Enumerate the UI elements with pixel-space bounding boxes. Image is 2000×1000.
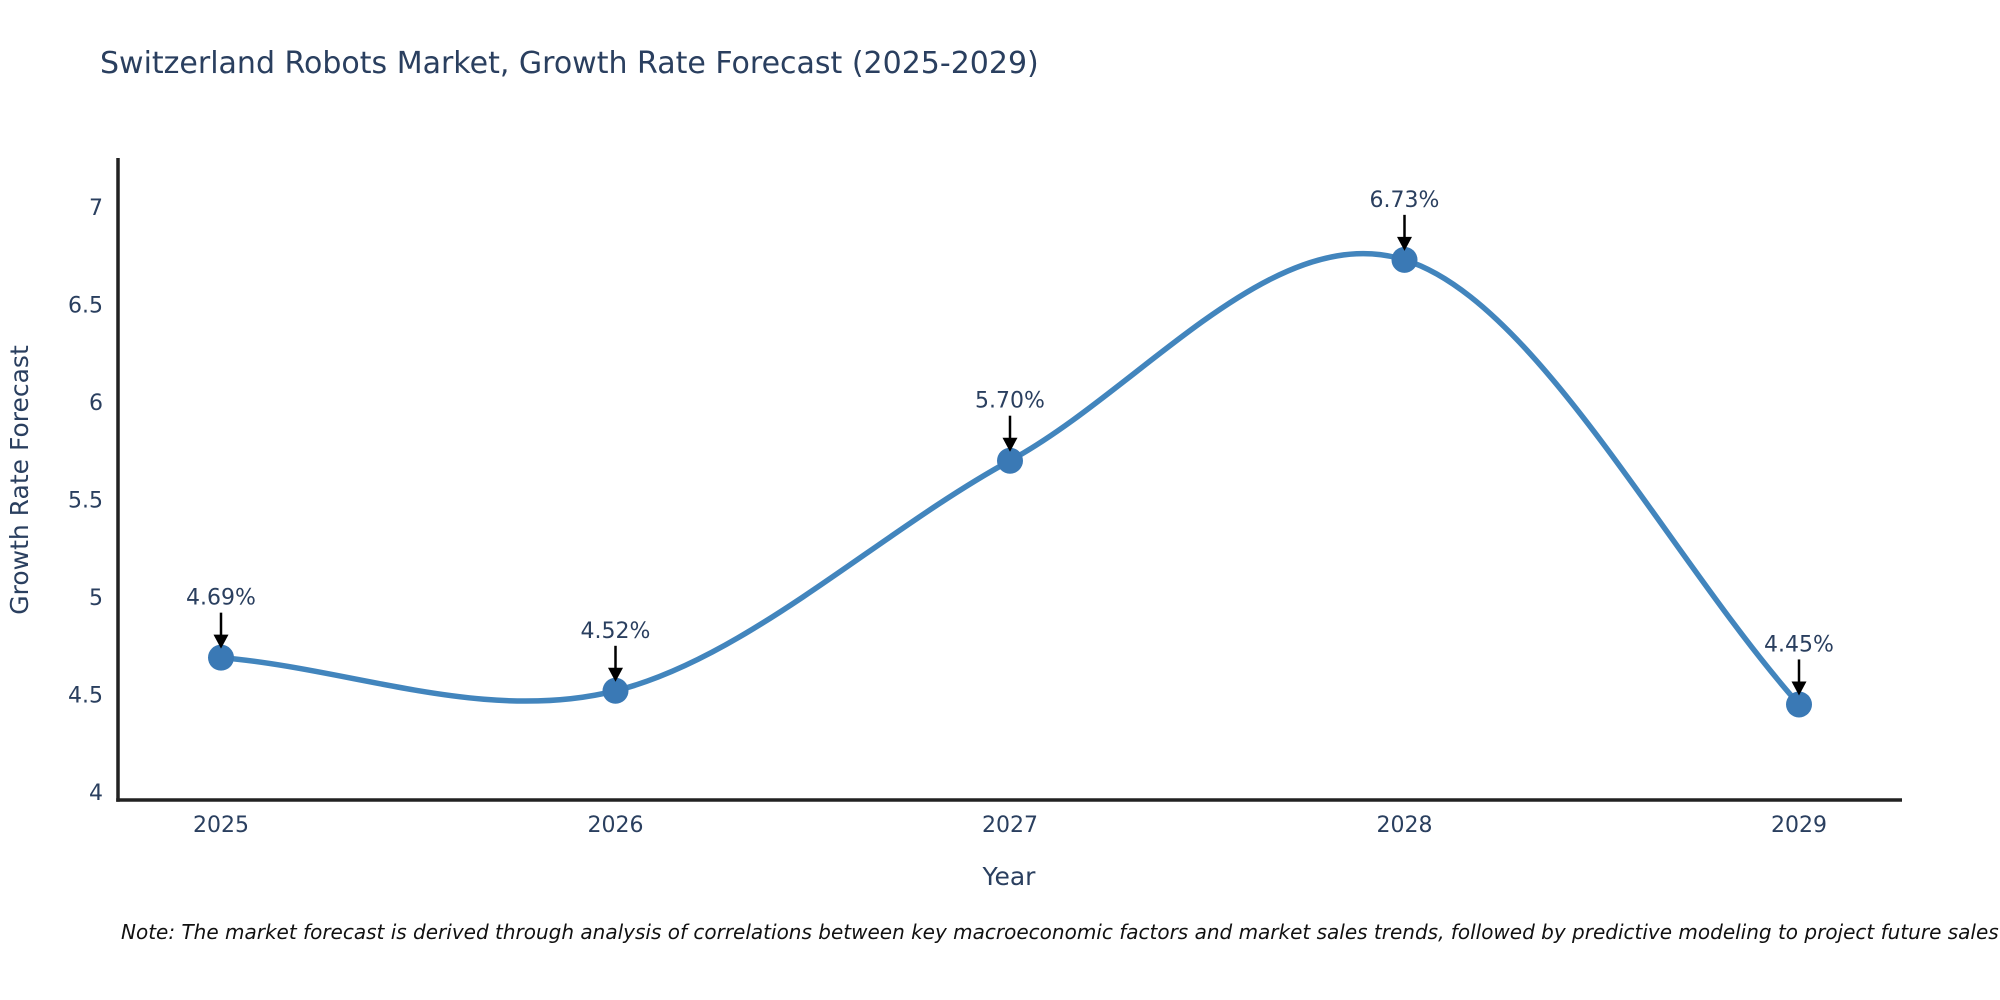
x-tick-label: 2025 [193, 813, 249, 838]
point-value-label: 4.69% [186, 586, 256, 611]
y-tick-label: 5.5 [68, 489, 103, 514]
y-tick-label: 4.5 [68, 684, 103, 709]
annotation-arrowhead-icon [1397, 236, 1412, 251]
y-axis-title: Growth Rate Forecast [5, 345, 34, 615]
data-point-marker [997, 447, 1023, 474]
annotation-arrowhead-icon [213, 634, 229, 649]
x-tick-label: 2026 [588, 813, 644, 838]
point-annotations: 4.69% 4.52% 5.70% 6.73% 4.45% [186, 188, 1834, 696]
x-tick-label: 2029 [1771, 813, 1827, 838]
data-point-marker [208, 644, 234, 671]
y-tick-label: 6 [89, 391, 103, 416]
y-tick-labels: 4 4.5 5 5.5 6 6.5 7 [68, 196, 103, 806]
annotation-arrowhead-icon [1791, 681, 1807, 696]
point-value-label: 4.52% [581, 619, 651, 644]
point-value-label: 5.70% [975, 389, 1045, 414]
point-value-label: 4.45% [1764, 632, 1834, 657]
y-tick-label: 5 [89, 586, 103, 611]
x-axis-title: Year [982, 862, 1037, 891]
data-point-marker [602, 677, 629, 704]
footnote: Note: The market forecast is derived thr… [121, 920, 1999, 944]
x-tick-label: 2027 [982, 813, 1038, 838]
line-series [218, 251, 1802, 708]
annotation-arrowhead-icon [608, 667, 623, 682]
data-point-marker [1786, 691, 1812, 718]
chart-title: Switzerland Robots Market, Growth Rate F… [100, 46, 1039, 81]
data-point-markers [208, 246, 1812, 718]
data-point-marker [1391, 246, 1418, 273]
point-value-label: 6.73% [1370, 188, 1440, 213]
y-tick-label: 7 [89, 196, 103, 221]
y-tick-label: 6.5 [68, 294, 103, 319]
x-tick-labels: 2025 2026 2027 2028 2029 [193, 813, 1827, 838]
x-tick-label: 2028 [1377, 813, 1433, 838]
y-tick-label: 4 [89, 781, 103, 806]
annotation-arrowhead-icon [1002, 437, 1018, 452]
